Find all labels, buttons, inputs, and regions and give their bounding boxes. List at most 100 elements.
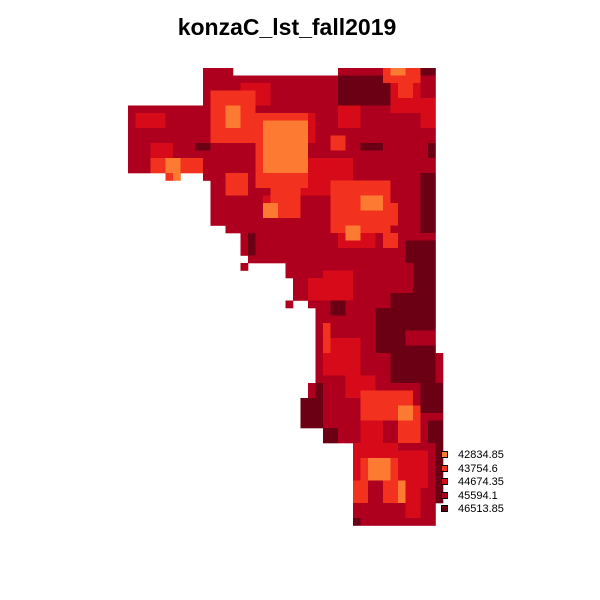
raster-cell <box>413 353 421 361</box>
raster-cell <box>248 240 256 249</box>
raster-cell <box>398 180 406 189</box>
raster-cell <box>368 270 376 279</box>
raster-cell <box>285 218 294 226</box>
raster-cell <box>330 285 339 294</box>
raster-cell <box>420 495 429 504</box>
raster-cell <box>398 240 406 249</box>
raster-cell <box>330 75 339 84</box>
raster-cell <box>383 330 391 339</box>
raster-cell <box>278 195 286 204</box>
raster-cell <box>405 180 414 189</box>
raster-cell <box>345 353 354 361</box>
raster-cell <box>210 128 219 136</box>
raster-cell <box>323 75 331 84</box>
raster-cell <box>195 113 204 121</box>
raster-cell <box>383 180 391 189</box>
raster-cell <box>255 90 264 99</box>
raster-cell <box>225 210 234 219</box>
raster-cell <box>368 143 376 151</box>
raster-cell <box>428 203 436 211</box>
raster-cell <box>278 165 286 174</box>
raster-cell <box>405 248 414 256</box>
raster-cell <box>135 135 144 144</box>
raster-cell <box>383 263 391 271</box>
raster-cell <box>360 443 369 451</box>
raster-cell <box>390 113 399 121</box>
raster-cell <box>315 218 324 226</box>
raster-cell <box>218 105 226 114</box>
raster-cell <box>323 158 331 166</box>
legend-label: 46513.85 <box>458 503 504 515</box>
raster-cell <box>300 405 309 414</box>
raster-cell <box>135 128 144 136</box>
raster-cell <box>420 458 429 466</box>
raster-cell <box>150 165 159 174</box>
raster-cell <box>308 405 316 414</box>
raster-cell <box>218 173 226 181</box>
raster-cell <box>323 323 331 331</box>
raster-cell <box>390 278 399 286</box>
raster-cell <box>390 188 399 196</box>
raster-cell <box>240 75 249 84</box>
raster-cell <box>360 128 369 136</box>
raster-cell <box>413 173 421 181</box>
raster-cell <box>225 75 234 84</box>
raster-cell <box>428 128 436 136</box>
raster-cell <box>345 180 354 189</box>
raster-cell <box>345 173 354 181</box>
raster-cell <box>330 203 339 211</box>
raster-cell <box>383 270 391 279</box>
raster-cell <box>428 210 436 219</box>
raster-cell <box>233 218 241 226</box>
raster-cell <box>240 113 249 121</box>
legend-swatch <box>441 464 448 472</box>
raster-cell <box>158 143 166 151</box>
raster-cell <box>390 293 399 301</box>
raster-cell <box>428 368 436 376</box>
raster-cell <box>353 158 361 166</box>
raster-cell <box>405 105 414 114</box>
raster-cell <box>428 158 436 166</box>
raster-cell <box>383 75 391 84</box>
raster-cell <box>225 135 234 144</box>
raster-cell <box>225 188 234 196</box>
raster-cell <box>158 128 166 136</box>
raster-cell <box>413 428 421 436</box>
raster-cell <box>345 413 354 421</box>
raster-cell <box>255 165 264 174</box>
raster-cell <box>420 263 429 271</box>
raster-cell <box>368 338 376 346</box>
raster-cell <box>330 383 339 391</box>
raster-cell <box>353 143 361 151</box>
raster-cell <box>210 188 219 196</box>
raster-cell <box>428 315 436 324</box>
raster-cell <box>135 165 144 174</box>
raster-cell <box>383 413 391 421</box>
raster-cell <box>345 428 354 436</box>
raster-cell <box>390 503 399 511</box>
raster-cell <box>330 345 339 354</box>
raster-cell <box>323 240 331 249</box>
raster-cell <box>368 233 376 241</box>
raster-cell <box>315 135 324 144</box>
raster-cell <box>308 128 316 136</box>
raster-cell <box>255 105 264 114</box>
raster-cell <box>315 345 324 354</box>
raster-cell <box>323 270 331 279</box>
raster-cell <box>255 143 264 151</box>
raster-cell <box>413 225 421 234</box>
raster-cell <box>293 210 301 219</box>
map-title: konzaC_lst_fall2019 <box>177 14 397 40</box>
raster-cell <box>323 173 331 181</box>
raster-cell <box>353 188 361 196</box>
raster-cell <box>420 83 429 91</box>
raster-cell <box>330 398 339 406</box>
raster-cell <box>375 390 384 399</box>
raster-cell <box>270 120 279 129</box>
raster-cell <box>330 83 339 91</box>
raster-cell <box>368 105 376 114</box>
raster-cell <box>323 218 331 226</box>
raster-cell <box>218 113 226 121</box>
raster-cell <box>210 113 219 121</box>
raster-cell <box>413 368 421 376</box>
